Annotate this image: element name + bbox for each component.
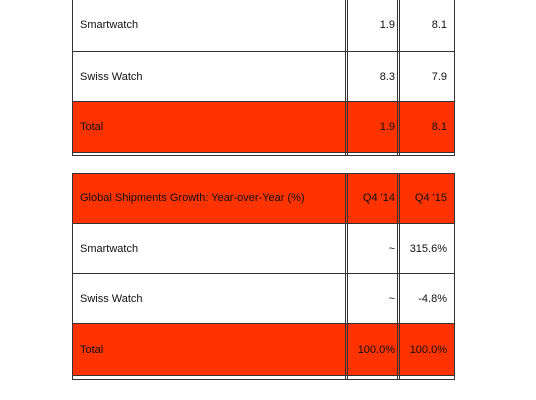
table-cell: ~	[388, 292, 395, 305]
table-cell: 1.9	[379, 121, 395, 133]
table-cell: -4.8%	[418, 292, 447, 305]
table-cell: Global Shipments Growth: Year-over-Year …	[80, 192, 305, 204]
table-cell: Smartwatch	[80, 242, 139, 255]
table-cell: Q4 '15	[414, 192, 447, 204]
column-border	[347, 173, 348, 380]
table-cell: ~	[388, 242, 395, 255]
table-cell: Q4 '14	[362, 192, 395, 204]
table-border	[72, 173, 455, 174]
table-row: Global Shipments Growth: Year-over-Year …	[72, 173, 455, 224]
column-border	[72, 173, 73, 380]
table-cell: Swiss Watch	[80, 70, 143, 83]
table-row: Swiss Watch 8.3 7.9	[72, 52, 455, 102]
table-cell: Swiss Watch	[80, 292, 143, 305]
table-cell: 8.1	[431, 19, 447, 31]
column-border	[397, 173, 398, 380]
table-cell: 1.9	[379, 19, 395, 31]
table-row: Total 1.9 8.1	[72, 102, 455, 153]
column-border	[347, 0, 348, 156]
table-row: Smartwatch 1.9 8.1	[72, 0, 455, 52]
table-cell: 100.0%	[409, 343, 447, 356]
column-border	[399, 173, 400, 380]
column-border	[72, 0, 73, 156]
table-cell: 7.9	[431, 70, 447, 83]
table-cell: 8.1	[431, 121, 447, 133]
table-cell: Smartwatch	[80, 19, 139, 31]
table-border	[72, 155, 455, 156]
table-cell: 100.0%	[357, 343, 395, 356]
table-row: Swiss Watch ~ -4.8%	[72, 274, 455, 324]
table-border	[72, 379, 455, 380]
table-row: Total 100.0% 100.0%	[72, 324, 455, 376]
column-border	[345, 0, 346, 156]
column-border	[345, 173, 346, 380]
table-cell: 8.3	[379, 70, 395, 83]
column-border	[399, 0, 400, 156]
table-cell: Total	[80, 343, 104, 356]
table-cell: 315.6%	[409, 242, 447, 255]
table-row: Smartwatch ~315.6%	[72, 224, 455, 274]
column-border	[397, 0, 398, 156]
column-border	[454, 173, 455, 380]
column-border	[454, 0, 455, 156]
table-cell: Total	[80, 121, 104, 133]
